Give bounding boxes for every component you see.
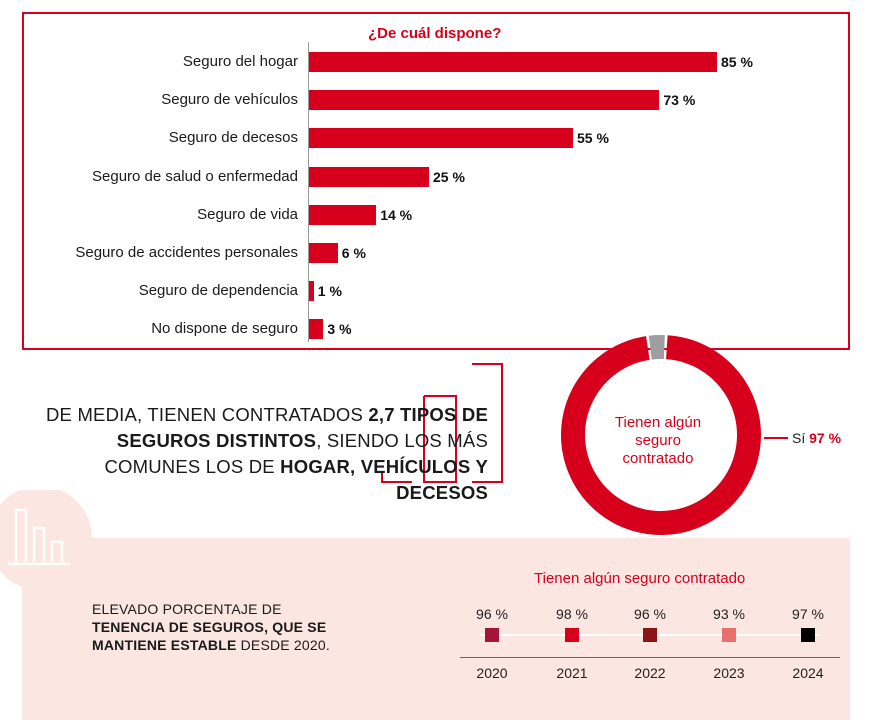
- bottom-band: [22, 538, 850, 720]
- bottom-text-part: DESDE 2020.: [236, 637, 330, 653]
- bar-category-label: Seguro de accidentes personales: [75, 244, 298, 261]
- middle-text-bold: HOGAR, VEHÍCULOS Y DECESOS: [280, 456, 488, 503]
- trend-chart-title: Tienen algún seguro contratado: [534, 570, 746, 587]
- bar-value-label: 6 %: [341, 245, 366, 261]
- bottom-summary-text: ELEVADO PORCENTAJE DE TENENCIA DE SEGURO…: [92, 600, 330, 654]
- bar-value-label: 3 %: [327, 321, 352, 338]
- bar-chart-icon: [0, 490, 92, 590]
- bar: [309, 166, 429, 187]
- bracket-decoration: [381, 363, 503, 483]
- donut-yes-label: Sí 97 %: [792, 430, 841, 446]
- donut-yes-name: Sí: [792, 430, 806, 446]
- donut-center-label: Tienen algún seguro contratado: [614, 414, 702, 467]
- bar-chart-title: ¿De cuál dispone?: [368, 25, 502, 42]
- bar: [309, 243, 338, 263]
- bar-category-label: Seguro del hogar: [182, 53, 298, 70]
- bar-value-label: 14 %: [380, 206, 413, 223]
- bar-category-label: Seguro de dependencia: [138, 282, 298, 300]
- bar: [309, 52, 717, 72]
- middle-summary-text: DE MEDIA, TIENEN CONTRATADOS 2,7 TIPOS D…: [20, 402, 488, 506]
- bar-category-label: Seguro de salud o enfermedad: [92, 167, 298, 185]
- bar-value-label: 1 %: [317, 283, 342, 300]
- bar-value-label: 55 %: [577, 130, 609, 147]
- bar-value-label: 85 %: [721, 54, 753, 70]
- donut-slice-no: [648, 335, 665, 360]
- bottom-text-part: ELEVADO PORCENTAJE DE: [92, 601, 282, 617]
- bar-category-label: Seguro de vehículos: [161, 91, 298, 109]
- donut-leader-line: [764, 437, 788, 439]
- trend-axis: [460, 657, 840, 658]
- bar-category-label: No dispone de seguro: [151, 320, 298, 338]
- bar-chart: Seguro del hogar 85 % Seguro de vehículos 7…: [75, 52, 753, 340]
- middle-text-part: , SIENDO LOS MÁS COMUNES LOS DE: [104, 430, 488, 477]
- bar: [309, 319, 324, 340]
- bar-value-label: 25 %: [433, 168, 465, 185]
- bar: [309, 128, 573, 149]
- donut-chart: [561, 335, 761, 535]
- donut-yes-value: 97 %: [809, 430, 842, 446]
- bar-category-label: Seguro de vida: [197, 205, 298, 223]
- bottom-text-bold: TENENCIA DE SEGUROS, QUE SE MANTIENE ESTA…: [92, 619, 327, 653]
- middle-text-bold: 2,7 TIPOS DE SEGUROS DISTINTOS: [116, 404, 488, 451]
- bar-chart-axis: [308, 42, 309, 342]
- bar: [309, 90, 660, 111]
- bar: [309, 204, 377, 225]
- bar: [309, 281, 314, 302]
- middle-text-part: DE MEDIA, TIENEN CONTRATADOS: [46, 404, 369, 425]
- bar-category-label: Seguro de decesos: [168, 129, 298, 147]
- trend-line: [480, 634, 820, 636]
- bar-value-label: 73 %: [663, 92, 696, 109]
